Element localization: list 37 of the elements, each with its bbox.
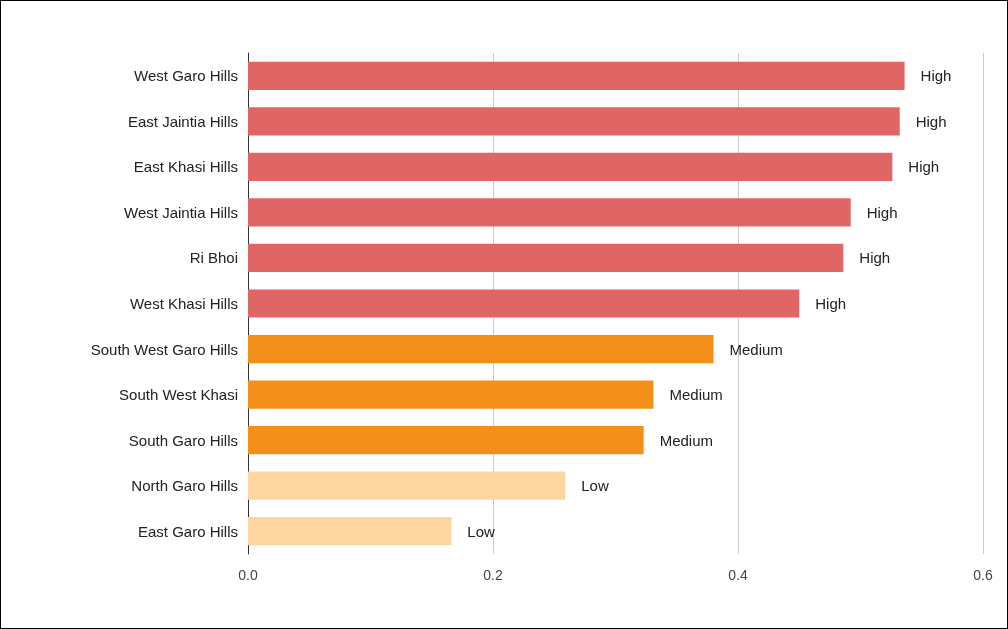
y-tick-label: South West Garo Hills bbox=[90, 340, 238, 358]
x-tick-label: 0.4 bbox=[728, 567, 748, 583]
x-tick-label: 0.6 bbox=[973, 567, 993, 583]
y-tick-label: South West Khasi bbox=[119, 386, 238, 404]
bar bbox=[248, 471, 566, 500]
bar bbox=[248, 61, 905, 90]
y-tick-label: East Jaintia Hills bbox=[127, 112, 238, 130]
data-label: High bbox=[866, 203, 898, 221]
y-tick-label: West Garo Hills bbox=[134, 67, 238, 85]
data-label: Low bbox=[581, 477, 609, 495]
y-tick-label: South Garo Hills bbox=[128, 431, 238, 449]
y-tick-label: West Khasi Hills bbox=[129, 295, 238, 312]
bar bbox=[248, 198, 851, 227]
data-label: Medium bbox=[669, 386, 723, 404]
y-tick-label: North Garo Hills bbox=[131, 477, 238, 495]
y-tick-label: Ri Bhoi bbox=[189, 249, 238, 267]
data-label: Medium bbox=[659, 431, 714, 449]
y-tick-label: East Garo Hills bbox=[137, 522, 238, 540]
data-label: Low bbox=[467, 522, 496, 540]
data-label: High bbox=[915, 112, 947, 130]
data-label: Medium bbox=[729, 340, 783, 358]
bar bbox=[248, 426, 644, 455]
y-tick-label: West Jaintia Hills bbox=[124, 203, 238, 221]
bar bbox=[248, 243, 844, 273]
bar bbox=[248, 380, 654, 409]
data-label: High bbox=[908, 158, 940, 176]
data-label: High bbox=[859, 249, 891, 267]
x-tick-label: 0.0 bbox=[238, 567, 258, 583]
x-tick-label: 0.2 bbox=[483, 567, 503, 583]
data-label: High bbox=[815, 295, 847, 312]
data-label: High bbox=[920, 67, 952, 85]
bar bbox=[248, 334, 714, 364]
y-tick-label: East Khasi Hills bbox=[133, 158, 238, 176]
bar bbox=[248, 517, 452, 546]
bar bbox=[248, 289, 800, 318]
bar bbox=[248, 152, 893, 181]
bar bbox=[248, 107, 900, 136]
